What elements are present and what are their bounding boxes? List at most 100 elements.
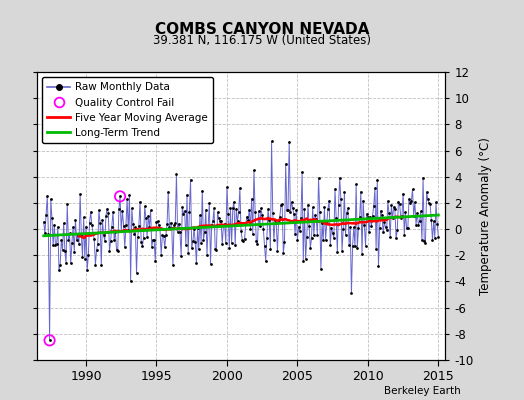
Point (401, 209, 410, 216)
Point (244, 216, 252, 223)
Point (82, 223, 90, 230)
Point (118, 208, 127, 214)
Point (203, 252, 211, 258)
Point (323, 220, 331, 227)
Point (332, 215, 341, 221)
Point (426, 201, 434, 208)
Point (121, 244, 129, 250)
Point (353, 245, 362, 251)
Point (109, 208, 117, 215)
Point (333, 249, 342, 256)
Point (329, 230, 337, 236)
Point (185, 209, 193, 215)
Point (416, 218, 424, 224)
Point (337, 196, 345, 202)
Text: COMBS CANYON NEVADA: COMBS CANYON NEVADA (155, 22, 369, 37)
Point (115, 206, 123, 213)
Point (119, 222, 128, 229)
Point (266, 246, 275, 252)
Point (164, 189, 172, 195)
Point (405, 196, 413, 202)
Point (299, 258, 308, 264)
Point (152, 219, 161, 226)
Point (241, 236, 249, 242)
Point (222, 240, 230, 246)
Point (423, 196, 432, 202)
Point (309, 204, 317, 210)
Point (358, 251, 366, 257)
Point (374, 263, 383, 269)
Point (248, 231, 257, 238)
Point (194, 246, 203, 253)
Point (128, 205, 136, 212)
Point (284, 207, 292, 213)
Point (348, 242, 357, 249)
Point (277, 202, 285, 208)
Point (252, 238, 260, 244)
Point (354, 224, 363, 231)
Point (321, 236, 330, 243)
Point (172, 171, 181, 178)
Point (391, 206, 399, 213)
Point (122, 222, 130, 229)
Point (39, 219, 48, 225)
Point (357, 188, 365, 195)
Point (213, 209, 222, 216)
Point (52, 240, 61, 247)
Point (104, 210, 113, 216)
Point (338, 248, 346, 254)
Point (190, 226, 198, 232)
Point (138, 243, 147, 249)
Point (380, 219, 388, 225)
Point (276, 214, 284, 220)
Point (247, 196, 256, 202)
Point (144, 213, 152, 219)
Point (296, 228, 304, 234)
Point (339, 226, 347, 232)
Point (379, 229, 387, 235)
Point (394, 198, 402, 205)
Point (62, 260, 70, 266)
Point (226, 205, 235, 212)
Point (355, 214, 364, 220)
Point (346, 224, 354, 230)
Point (397, 214, 405, 221)
Point (225, 244, 234, 251)
Point (269, 210, 277, 216)
Point (389, 204, 398, 210)
Point (281, 160, 290, 167)
Point (47, 196, 55, 202)
Point (99, 217, 107, 224)
Point (162, 232, 170, 238)
Point (102, 212, 110, 219)
Point (290, 211, 298, 218)
Text: Berkeley Earth: Berkeley Earth (385, 386, 461, 396)
Point (71, 216, 80, 223)
Point (315, 209, 324, 215)
Point (72, 237, 81, 244)
Point (298, 169, 307, 175)
Point (246, 226, 255, 232)
Point (324, 206, 332, 212)
Point (343, 210, 351, 216)
Point (387, 202, 396, 208)
Point (364, 214, 372, 221)
Point (301, 256, 310, 263)
Point (50, 221, 59, 228)
Point (236, 185, 244, 191)
Point (101, 238, 109, 244)
Point (369, 202, 378, 209)
Point (263, 234, 271, 241)
Point (131, 224, 139, 231)
Point (63, 201, 71, 208)
Point (208, 222, 216, 228)
Point (300, 206, 309, 212)
Point (255, 208, 263, 214)
Point (400, 232, 409, 238)
Point (90, 236, 99, 242)
Point (46, 337, 54, 344)
Point (341, 232, 350, 238)
Point (427, 216, 435, 223)
Point (386, 234, 395, 240)
Point (368, 212, 377, 219)
